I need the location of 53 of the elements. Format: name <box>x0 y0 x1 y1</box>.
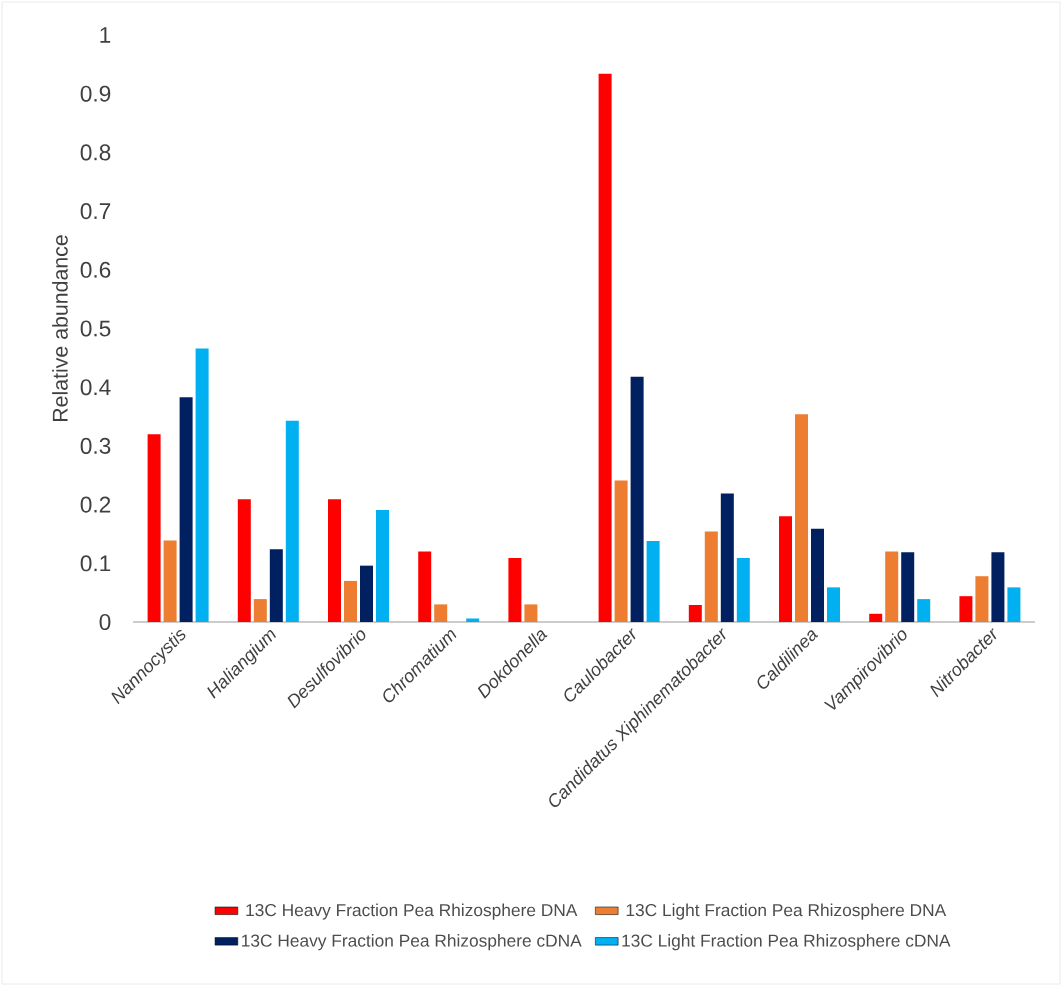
y-tick-label: 0.1 <box>80 555 111 572</box>
bar <box>614 480 628 622</box>
bar <box>630 376 644 622</box>
bar <box>779 516 793 622</box>
bar <box>466 618 480 622</box>
y-tick-label: 0.7 <box>80 203 111 220</box>
y-tick-label: 0.3 <box>80 437 111 454</box>
bar <box>959 596 973 622</box>
bar <box>418 551 432 622</box>
bar <box>917 599 931 622</box>
y-tick-label: 0.5 <box>80 320 111 337</box>
bar <box>885 551 899 622</box>
bar <box>827 587 841 622</box>
y-tick-label: 1 <box>100 27 111 43</box>
bar <box>869 613 883 622</box>
bar <box>524 604 538 622</box>
bar <box>646 540 660 622</box>
bar <box>269 549 283 622</box>
bar <box>195 348 209 622</box>
bar <box>237 499 251 622</box>
bar <box>688 604 702 622</box>
bar <box>720 493 734 622</box>
bar <box>508 558 522 622</box>
y-tick-label: 0.4 <box>80 379 111 396</box>
bar <box>434 604 448 622</box>
bar <box>736 558 750 622</box>
bar <box>991 552 1005 622</box>
bar <box>328 499 342 622</box>
legend-label: 13C Light Fraction Pea Rhizosphere DNA <box>626 903 947 920</box>
y-tick-label: 0.9 <box>80 85 111 102</box>
bar <box>598 73 612 622</box>
bar <box>811 528 825 622</box>
y-tick-label: 0 <box>99 613 111 631</box>
bar <box>376 509 390 622</box>
bar <box>179 397 193 622</box>
y-axis-title: Relative abundance <box>52 235 68 422</box>
legend-label: 13C Heavy Fraction Pea Rhizosphere DNA <box>246 903 578 920</box>
bar <box>901 552 915 622</box>
bar <box>704 531 718 622</box>
bar <box>1007 587 1021 622</box>
bar <box>975 576 989 622</box>
y-tick-label: 0.8 <box>80 144 111 161</box>
legend-label: 13C Light Fraction Pea Rhizosphere cDNA <box>622 934 951 951</box>
bar <box>344 580 358 622</box>
bar <box>147 434 161 622</box>
bar <box>253 599 267 622</box>
y-tick-label: 0.6 <box>80 261 111 278</box>
bar <box>163 540 177 622</box>
legend-label: 13C Heavy Fraction Pea Rhizosphere cDNA <box>242 934 582 951</box>
bar <box>795 414 809 622</box>
bar <box>285 420 299 622</box>
y-tick-label: 0.2 <box>80 496 111 513</box>
bar <box>360 565 374 622</box>
